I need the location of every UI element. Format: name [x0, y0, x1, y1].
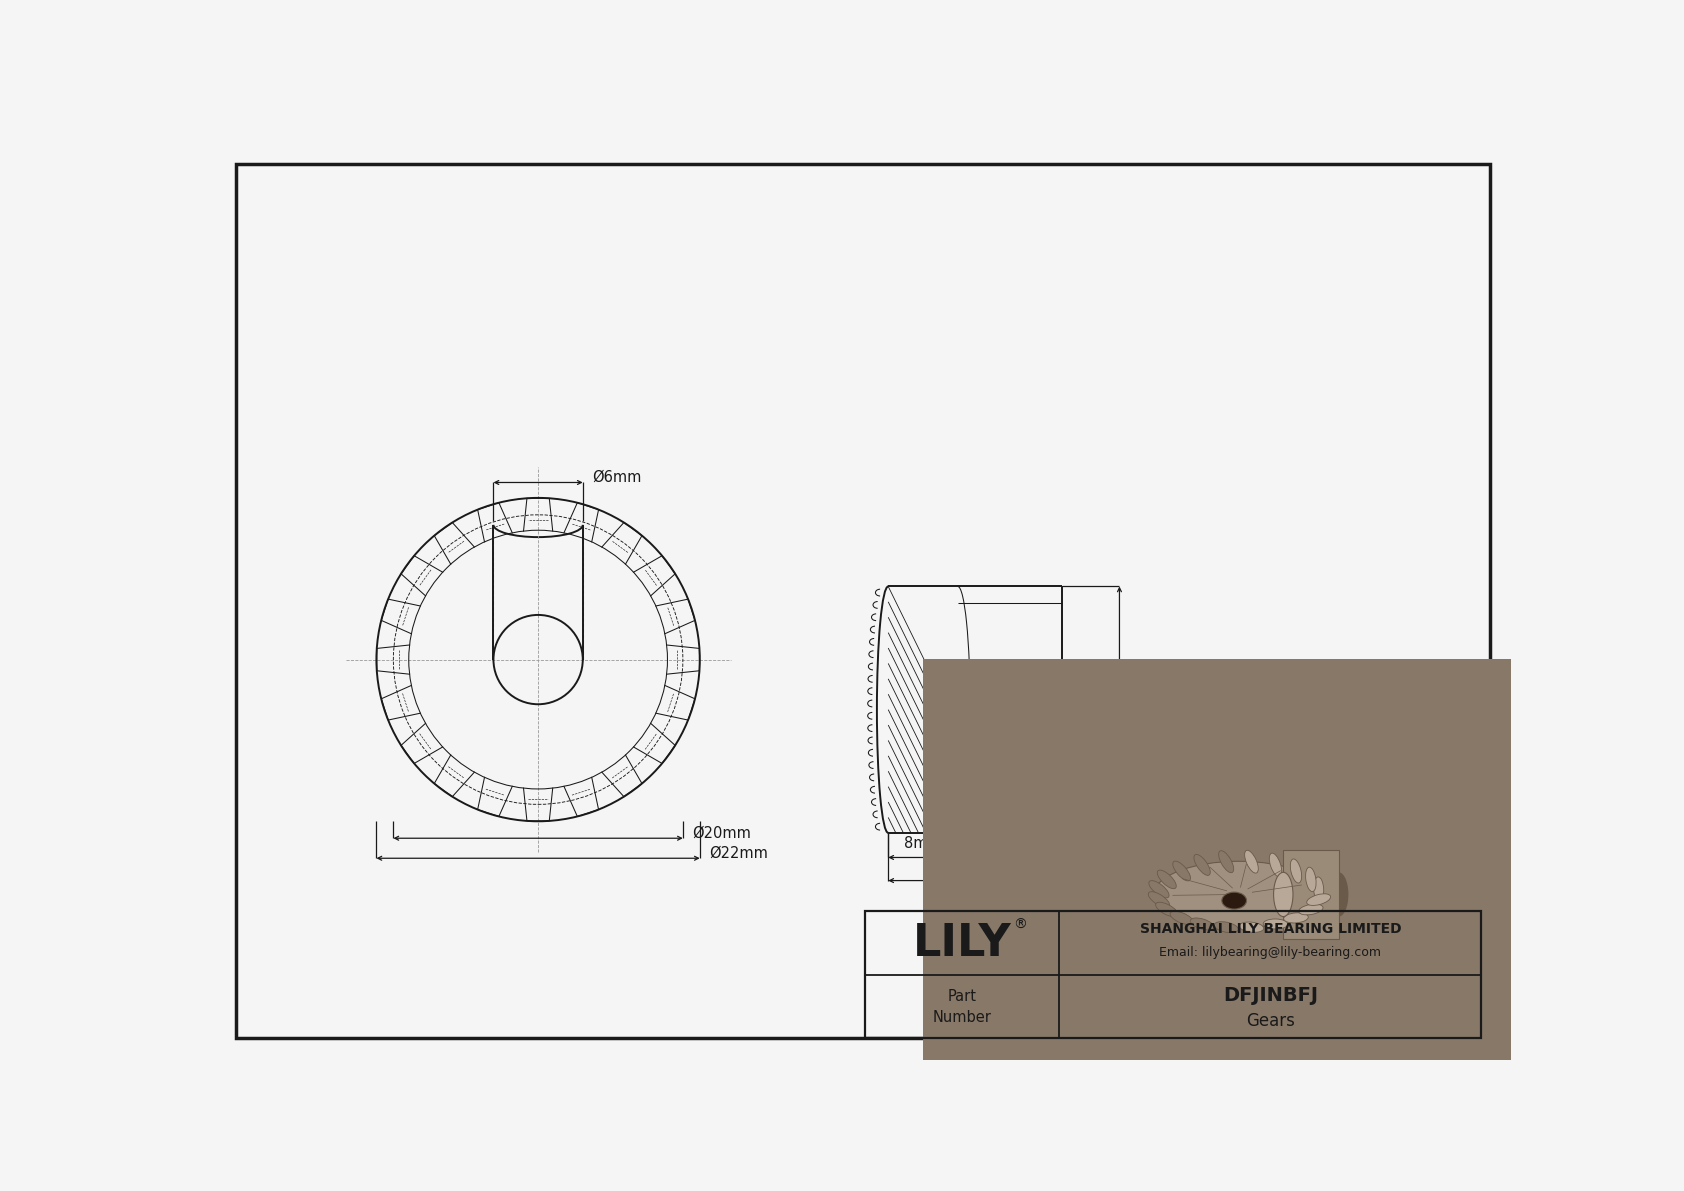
- Ellipse shape: [1273, 872, 1293, 917]
- Text: SHANGHAI LILY BEARING LIMITED: SHANGHAI LILY BEARING LIMITED: [1140, 922, 1401, 936]
- Text: LILY: LILY: [913, 922, 1012, 965]
- Ellipse shape: [1305, 867, 1317, 892]
- FancyBboxPatch shape: [923, 659, 1554, 1151]
- Ellipse shape: [1314, 877, 1324, 902]
- Ellipse shape: [1194, 854, 1211, 875]
- Bar: [1283, 850, 1339, 939]
- Ellipse shape: [1191, 918, 1214, 930]
- Text: Gears: Gears: [1246, 1011, 1295, 1030]
- Ellipse shape: [1223, 892, 1246, 909]
- Text: Ø22mm: Ø22mm: [709, 846, 768, 860]
- Text: Email: lilybearing@lily-bearing.com: Email: lilybearing@lily-bearing.com: [1159, 946, 1381, 959]
- Ellipse shape: [1148, 880, 1169, 898]
- Text: 8mm: 8mm: [904, 836, 941, 850]
- Ellipse shape: [1239, 922, 1263, 933]
- Text: Ø20mm: Ø20mm: [692, 825, 751, 841]
- Text: DFJINBFJ: DFJINBFJ: [1223, 986, 1319, 1005]
- Ellipse shape: [1157, 871, 1177, 888]
- Ellipse shape: [1307, 893, 1330, 905]
- Text: Ø17mm: Ø17mm: [1128, 680, 1143, 738]
- Ellipse shape: [1263, 919, 1288, 929]
- Ellipse shape: [1290, 859, 1302, 883]
- Ellipse shape: [1283, 912, 1308, 923]
- Ellipse shape: [1155, 903, 1177, 917]
- Text: 18mm: 18mm: [951, 859, 999, 874]
- Ellipse shape: [1244, 850, 1258, 873]
- Ellipse shape: [1148, 892, 1170, 908]
- Ellipse shape: [1172, 861, 1191, 881]
- Ellipse shape: [1170, 911, 1194, 924]
- Bar: [866, 911, 1482, 1039]
- Ellipse shape: [1219, 850, 1234, 873]
- Text: Part
Number: Part Number: [933, 989, 992, 1024]
- Ellipse shape: [1329, 872, 1349, 917]
- Text: Ø6mm: Ø6mm: [593, 469, 642, 485]
- Ellipse shape: [1270, 853, 1282, 877]
- Ellipse shape: [1154, 861, 1324, 928]
- Ellipse shape: [1154, 873, 1324, 940]
- Text: ®: ®: [1014, 918, 1027, 933]
- Ellipse shape: [1298, 904, 1324, 915]
- Ellipse shape: [1214, 922, 1238, 933]
